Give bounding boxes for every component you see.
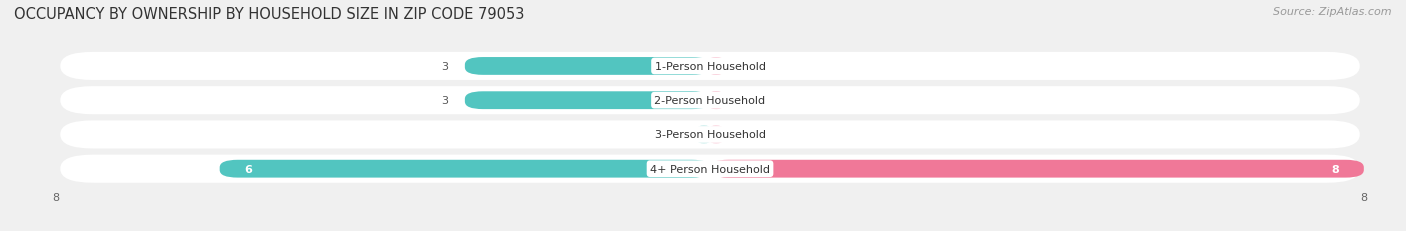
Text: 0: 0 bbox=[731, 96, 738, 106]
Text: 0: 0 bbox=[731, 130, 738, 140]
FancyBboxPatch shape bbox=[710, 58, 723, 76]
Text: 3-Person Household: 3-Person Household bbox=[655, 130, 765, 140]
Text: 8: 8 bbox=[1331, 164, 1340, 174]
Text: 0: 0 bbox=[731, 62, 738, 72]
FancyBboxPatch shape bbox=[219, 160, 710, 178]
FancyBboxPatch shape bbox=[60, 155, 1360, 183]
FancyBboxPatch shape bbox=[60, 121, 1360, 149]
Text: 3: 3 bbox=[441, 62, 449, 72]
FancyBboxPatch shape bbox=[710, 126, 723, 144]
Text: 0: 0 bbox=[682, 130, 689, 140]
Text: 2-Person Household: 2-Person Household bbox=[654, 96, 766, 106]
Text: OCCUPANCY BY OWNERSHIP BY HOUSEHOLD SIZE IN ZIP CODE 79053: OCCUPANCY BY OWNERSHIP BY HOUSEHOLD SIZE… bbox=[14, 7, 524, 22]
FancyBboxPatch shape bbox=[710, 160, 1364, 178]
Text: 4+ Person Household: 4+ Person Household bbox=[650, 164, 770, 174]
FancyBboxPatch shape bbox=[697, 126, 710, 144]
FancyBboxPatch shape bbox=[710, 92, 723, 110]
Text: Source: ZipAtlas.com: Source: ZipAtlas.com bbox=[1274, 7, 1392, 17]
FancyBboxPatch shape bbox=[60, 53, 1360, 81]
Text: 6: 6 bbox=[245, 164, 252, 174]
Text: 1-Person Household: 1-Person Household bbox=[655, 62, 765, 72]
FancyBboxPatch shape bbox=[465, 58, 710, 76]
FancyBboxPatch shape bbox=[60, 87, 1360, 115]
Text: 3: 3 bbox=[441, 96, 449, 106]
FancyBboxPatch shape bbox=[465, 92, 710, 110]
